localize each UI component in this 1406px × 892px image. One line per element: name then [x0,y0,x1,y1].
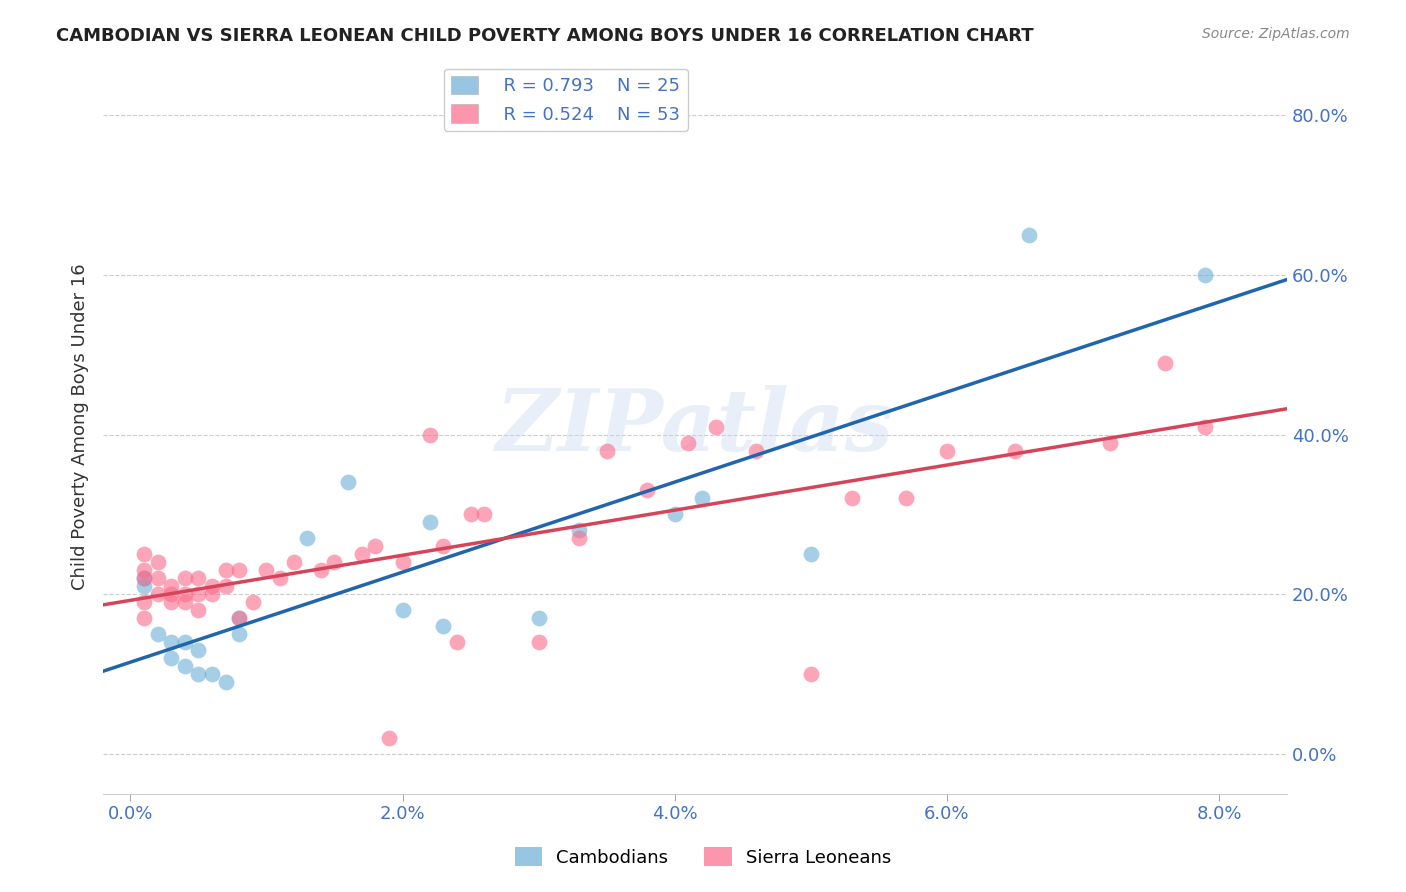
Legend: Cambodians, Sierra Leoneans: Cambodians, Sierra Leoneans [508,840,898,874]
Point [472,508,495,522]
Point [269,571,291,585]
Point [378,731,401,745]
Point [323,555,346,569]
Point [146,627,169,641]
Point [678,435,700,450]
Point [173,595,195,609]
Point [460,508,482,522]
Point [637,483,659,498]
Point [187,571,209,585]
Point [664,508,686,522]
Point [160,587,183,601]
Point [173,659,195,673]
Point [187,643,209,657]
Point [173,571,195,585]
Point [187,587,209,601]
Text: Source: ZipAtlas.com: Source: ZipAtlas.com [1202,27,1350,41]
Point [132,547,155,561]
Point [841,491,863,506]
Point [704,419,727,434]
Point [132,579,155,593]
Point [283,555,305,569]
Point [228,563,250,577]
Point [595,443,617,458]
Point [527,635,550,649]
Point [173,587,195,601]
Text: CAMBODIAN VS SIERRA LEONEAN CHILD POVERTY AMONG BOYS UNDER 16 CORRELATION CHART: CAMBODIAN VS SIERRA LEONEAN CHILD POVERT… [56,27,1033,45]
Point [228,611,250,625]
Point [446,635,468,649]
Point [297,532,319,546]
Point [800,667,823,681]
Point [173,635,195,649]
Point [1194,268,1216,282]
Point [214,563,236,577]
Point [568,524,591,538]
Point [935,443,957,458]
Point [132,563,155,577]
Point [364,539,387,553]
Point [160,651,183,665]
Point [337,475,360,490]
Point [1194,419,1216,434]
Point [690,491,713,506]
Point [132,571,155,585]
Text: ZIPatlas: ZIPatlas [496,384,894,468]
Point [132,571,155,585]
Point [146,571,169,585]
Point [1018,228,1040,243]
Point [745,443,768,458]
Point [432,539,454,553]
Point [309,563,332,577]
Point [160,595,183,609]
Point [800,547,823,561]
Point [350,547,373,561]
Point [132,611,155,625]
Legend:   R = 0.793    N = 25,   R = 0.524    N = 53: R = 0.793 N = 25, R = 0.524 N = 53 [444,69,688,131]
Point [391,555,413,569]
Point [1004,443,1026,458]
Point [201,579,224,593]
Point [214,675,236,690]
Point [527,611,550,625]
Point [201,587,224,601]
Point [568,532,591,546]
Point [1153,356,1175,370]
Point [1099,435,1122,450]
Point [228,627,250,641]
Point [187,667,209,681]
Point [201,667,224,681]
Point [160,635,183,649]
Point [146,555,169,569]
Point [214,579,236,593]
Point [132,595,155,609]
Point [242,595,264,609]
Point [228,611,250,625]
Point [146,587,169,601]
Point [419,427,441,442]
Point [254,563,277,577]
Point [419,516,441,530]
Point [160,579,183,593]
Point [432,619,454,633]
Point [391,603,413,617]
Point [894,491,917,506]
Point [187,603,209,617]
Y-axis label: Child Poverty Among Boys Under 16: Child Poverty Among Boys Under 16 [72,263,89,590]
